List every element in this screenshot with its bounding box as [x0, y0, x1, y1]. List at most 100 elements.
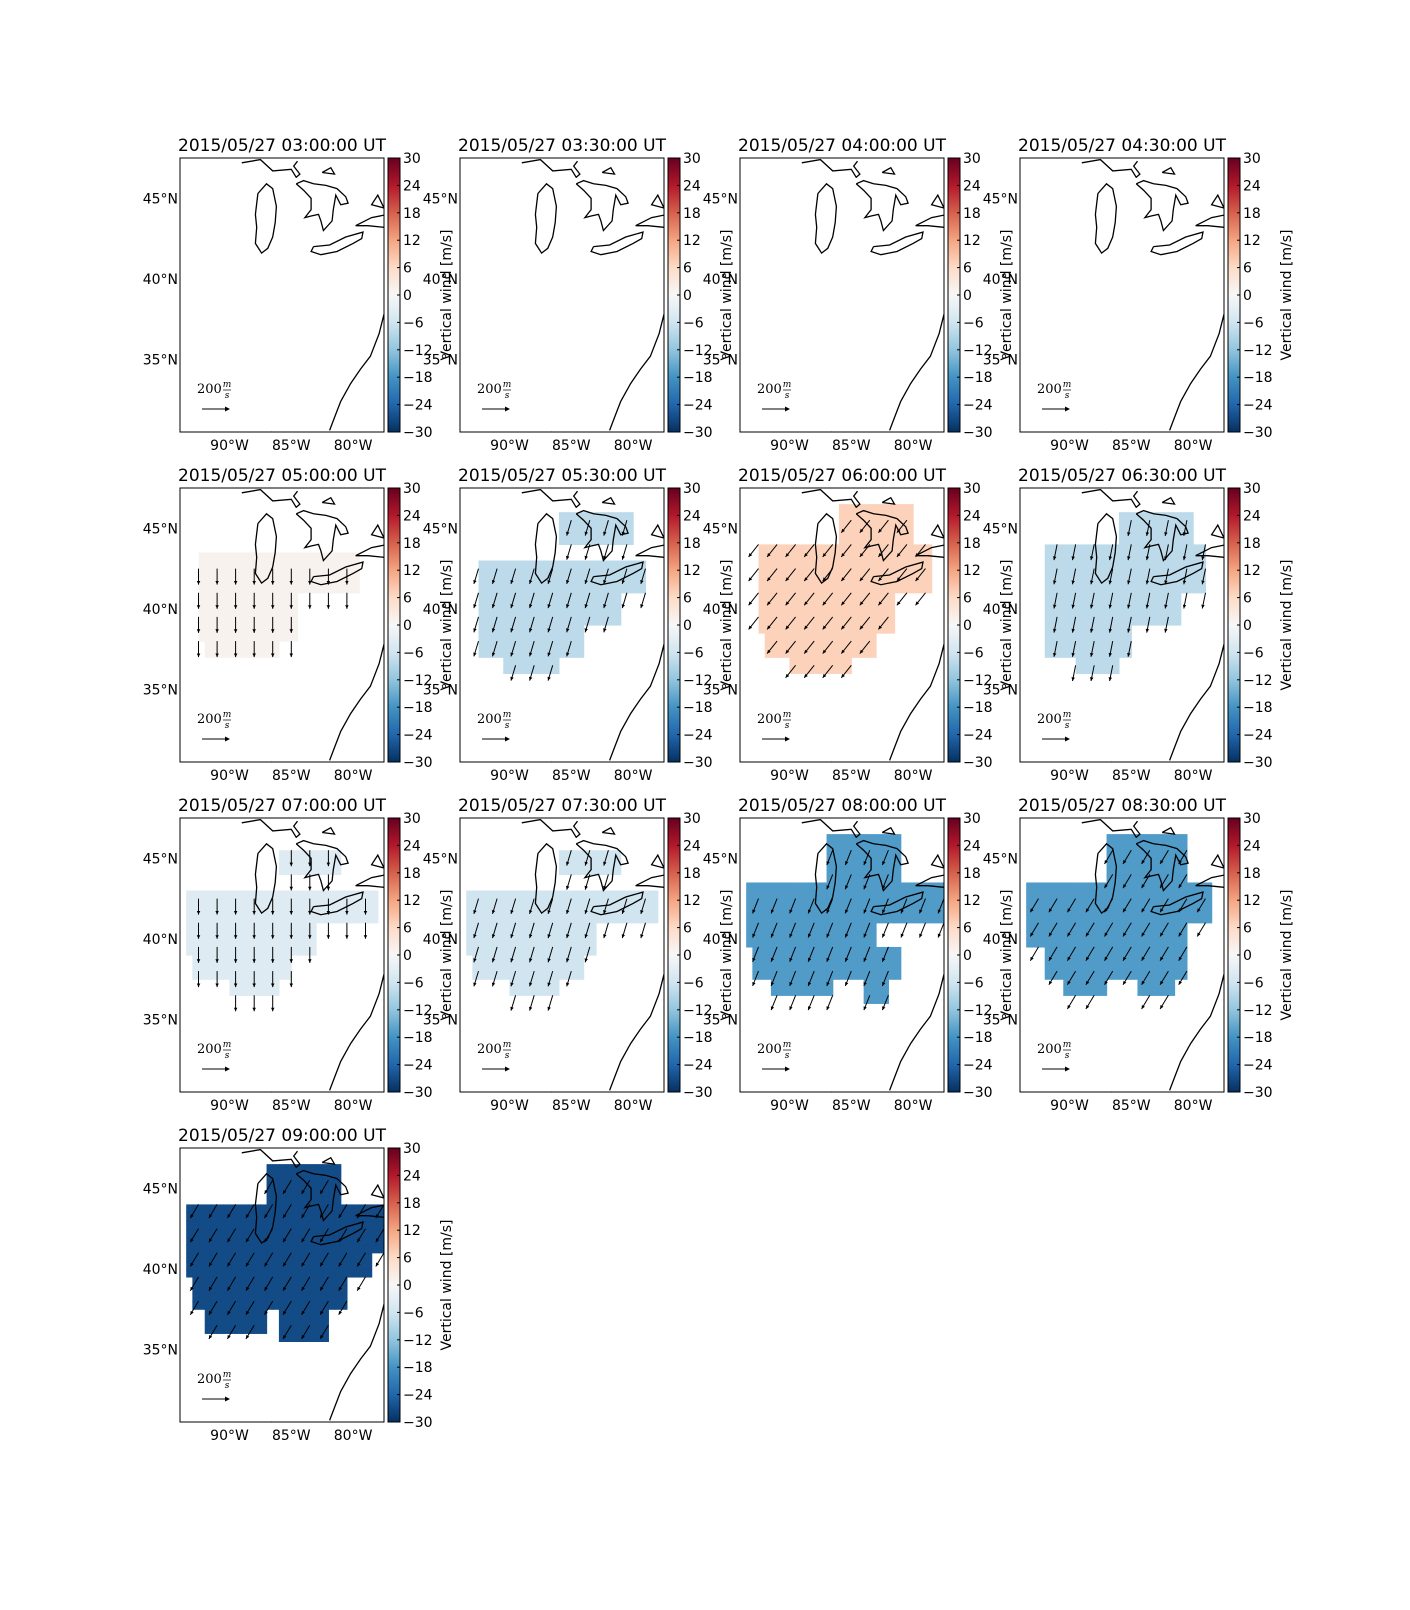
- heat-cell: [906, 552, 914, 562]
- heat-cell: [1057, 560, 1064, 570]
- heat-cell: [248, 979, 255, 988]
- reference-unit-num: m: [783, 1040, 792, 1050]
- heat-cell: [845, 520, 852, 529]
- heat-cell: [241, 1228, 249, 1238]
- heat-cell: [620, 898, 628, 908]
- heat-cell: [795, 544, 803, 554]
- heat-cell: [328, 1260, 336, 1270]
- heat-cell: [540, 560, 548, 570]
- heat-cell: [783, 946, 791, 956]
- heat-cell: [1088, 938, 1095, 948]
- heat-cell: [1118, 625, 1126, 634]
- heat-cell: [248, 625, 255, 634]
- colorbar-tick-label: 24: [403, 178, 421, 194]
- colorbar-tick-label: 6: [963, 921, 972, 937]
- coastline: [321, 1156, 336, 1165]
- heat-cell: [515, 938, 523, 948]
- heat-cell: [876, 834, 883, 843]
- heat-cell: [1100, 963, 1108, 972]
- heat-cell: [801, 608, 809, 618]
- heat-cell: [1125, 938, 1132, 948]
- heat-cell: [303, 1188, 311, 1197]
- wind-arrow-head: [208, 1238, 213, 1243]
- reference-unit-den: s: [785, 391, 790, 401]
- wind-arrow-head: [845, 982, 849, 986]
- heat-cell: [888, 520, 896, 529]
- heat-cell: [1131, 906, 1139, 916]
- heat-cell: [534, 649, 541, 658]
- colorbar-tick-label: −24: [403, 398, 433, 414]
- heat-cell: [278, 906, 286, 916]
- heat-cell: [254, 1293, 261, 1302]
- heat-cell: [882, 608, 889, 618]
- heat-cell: [204, 898, 212, 908]
- colorbar-tick-label: −24: [403, 1388, 433, 1404]
- heat-cell: [484, 955, 492, 964]
- wind-arrow-head: [1178, 956, 1182, 961]
- wind-arrow-head: [1160, 860, 1164, 864]
- heat-cell: [497, 890, 504, 900]
- y-tick-label: 45°N: [423, 851, 458, 867]
- heat-cell: [863, 568, 871, 578]
- heat-cell: [503, 963, 511, 972]
- heat-cell: [795, 568, 803, 578]
- y-tick-label: 40°N: [143, 272, 178, 288]
- heat-cell: [1149, 922, 1157, 932]
- wind-arrow-head: [1090, 556, 1094, 561]
- heat-cell: [596, 584, 603, 594]
- heat-cell: [1118, 882, 1126, 892]
- heat-cell: [589, 922, 597, 932]
- heat-cell: [484, 971, 492, 980]
- heat-cell: [863, 528, 871, 537]
- heat-cell: [758, 552, 766, 562]
- coastline: [534, 512, 558, 585]
- heat-cell: [328, 560, 336, 570]
- colorbar-tick-label: 0: [963, 948, 972, 964]
- heat-cell: [497, 963, 504, 972]
- heat-cell: [789, 592, 797, 602]
- heat-cell: [1174, 560, 1182, 570]
- heat-cell: [1081, 641, 1089, 650]
- heat-cell: [546, 971, 554, 980]
- heat-cell: [801, 616, 809, 626]
- coastline: [930, 523, 944, 539]
- heat-cell: [651, 898, 659, 908]
- heat-cell: [1118, 568, 1126, 578]
- heat-cell: [254, 946, 261, 956]
- heat-cell: [540, 914, 548, 924]
- heat-cell: [577, 641, 585, 650]
- heat-cell: [478, 898, 486, 908]
- heat-cell: [278, 946, 286, 956]
- heat-cell: [497, 971, 504, 980]
- heat-cell: [484, 930, 492, 940]
- wind-arrow-head: [264, 1190, 268, 1194]
- heat-cell: [900, 914, 908, 924]
- heat-cell: [291, 1317, 299, 1326]
- colorbar-tick-label: −18: [683, 370, 713, 386]
- heat-cell: [266, 552, 274, 562]
- heat-cell: [266, 1164, 274, 1173]
- heat-cell: [589, 512, 597, 521]
- heat-cell: [783, 625, 791, 634]
- heat-cell: [626, 512, 634, 521]
- heat-cell: [204, 971, 212, 980]
- wind-arrow-head: [326, 605, 331, 609]
- heat-cell: [838, 922, 846, 932]
- heat-cell: [204, 649, 212, 658]
- heat-cell: [1100, 971, 1108, 980]
- heat-cell: [894, 512, 902, 521]
- heat-cell: [353, 568, 360, 578]
- wind-arrow-head: [1141, 980, 1145, 985]
- heat-cell: [210, 955, 218, 964]
- heat-cell: [832, 608, 840, 618]
- coastline: [1094, 512, 1118, 585]
- heat-cell: [241, 1285, 249, 1294]
- colorbar-tick-label: 0: [1243, 618, 1252, 634]
- wind-arrow-head: [748, 601, 753, 606]
- heat-cell: [278, 600, 286, 610]
- heat-cell: [820, 979, 828, 988]
- heat-cell: [777, 560, 784, 570]
- heat-cell: [340, 1220, 348, 1230]
- heat-cell: [620, 584, 628, 594]
